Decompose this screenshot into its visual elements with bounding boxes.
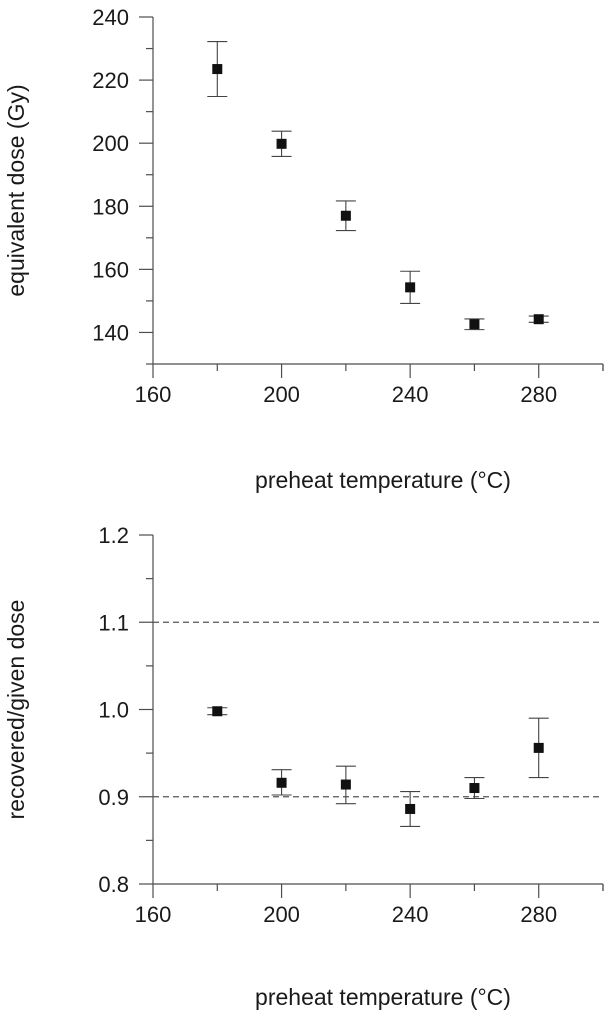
- x-tick-label: 280: [520, 902, 557, 927]
- chart-panel-1: 140 160 180 200 220 240 160 200 240 280 preheat te…: [3, 5, 604, 493]
- data-point: [340, 210, 351, 221]
- x-tick-label: 240: [392, 382, 429, 407]
- x-tick-label: 240: [392, 902, 429, 927]
- y-tick-label: 0.9: [98, 785, 129, 810]
- data-point: [212, 706, 223, 717]
- x-tick-label: 280: [520, 382, 557, 407]
- y-tick-label: 220: [92, 68, 129, 93]
- x-tick-label: 200: [263, 382, 300, 407]
- data-point: [405, 282, 416, 293]
- x-tick-label: 160: [135, 902, 172, 927]
- y-tick-label: 1.0: [98, 698, 129, 723]
- y-axis-title: equivalent dose (Gy): [3, 84, 29, 296]
- data-point: [469, 783, 480, 794]
- x-tick-label: 160: [135, 382, 172, 407]
- x-tick-label: 200: [263, 902, 300, 927]
- y-axis-title: recovered/given dose: [3, 600, 29, 820]
- x-axis-title: preheat temperature (°C): [255, 467, 511, 493]
- y-tick-label: 180: [92, 194, 129, 219]
- y-tick-label: 240: [92, 5, 129, 30]
- y-tick-label: 140: [92, 320, 129, 345]
- data-point: [276, 138, 287, 149]
- data-point: [276, 777, 287, 788]
- y-tick-label: 1.1: [98, 610, 129, 635]
- x-axis-title: preheat temperature (°C): [255, 984, 511, 1010]
- chart-panel-2: 0.8 0.9 1.0 1.1 1.2 160 200 240 280 preheat tempe…: [3, 523, 604, 1010]
- y-tick-label: 200: [92, 131, 129, 156]
- y-tick-label: 1.2: [98, 523, 129, 548]
- y-tick-label: 160: [92, 257, 129, 282]
- data-point: [405, 803, 416, 814]
- data-point: [533, 314, 544, 325]
- data-point: [340, 779, 351, 790]
- data-point: [469, 319, 480, 330]
- data-point: [533, 742, 544, 753]
- data-point: [212, 64, 223, 75]
- y-tick-label: 0.8: [98, 872, 129, 897]
